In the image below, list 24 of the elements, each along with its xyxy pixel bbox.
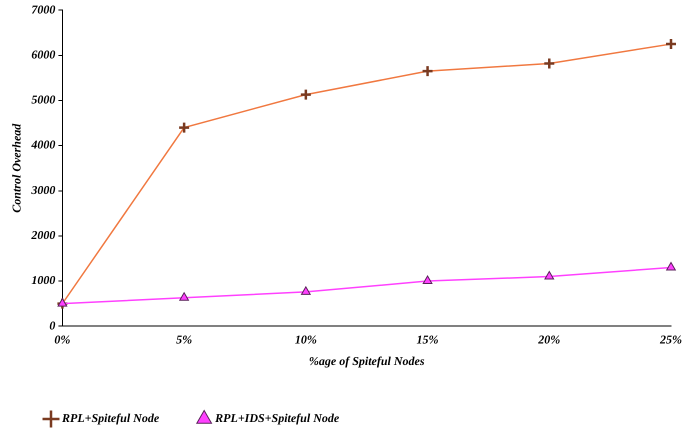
- point: [58, 298, 68, 307]
- y-tick-label: 7000: [31, 2, 56, 16]
- x-axis-title: %age of Spiteful Nodes: [308, 354, 425, 368]
- x-tick-label: 25%: [659, 332, 682, 346]
- x-tick-label: 10%: [294, 332, 317, 346]
- x-tick-label: 20%: [537, 332, 560, 346]
- legend-label: RPL+Spiteful Node: [61, 411, 160, 426]
- y-tick-label: 5000: [31, 92, 56, 107]
- y-tick-label: 6000: [31, 47, 56, 62]
- point: [666, 262, 676, 271]
- point: [544, 271, 554, 280]
- x-tick-label: 15%: [416, 332, 439, 346]
- y-axis-title: Control Overhead: [9, 122, 24, 213]
- y-tick-label: 3000: [30, 182, 56, 197]
- y-tick-label: 4000: [30, 138, 56, 152]
- point: [301, 286, 311, 295]
- point: [179, 292, 189, 301]
- x-tick-label: 0%: [54, 332, 70, 346]
- legend-label: RPL+IDS+Spiteful Node: [214, 411, 340, 426]
- y-tick-label: 0: [49, 318, 56, 332]
- y-tick-label: 1000: [31, 273, 56, 288]
- point: [422, 276, 432, 284]
- x-tick-label: 5%: [176, 332, 192, 346]
- y-tick-label: 2000: [30, 228, 56, 242]
